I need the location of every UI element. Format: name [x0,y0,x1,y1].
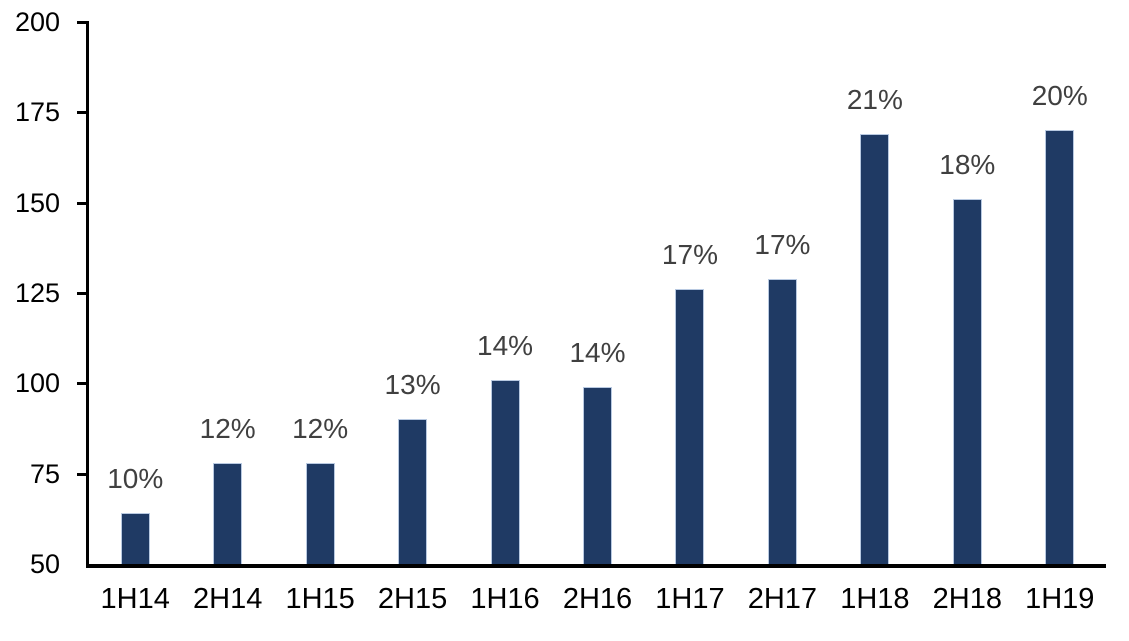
x-tick-label: 2H14 [193,583,263,615]
bar [583,386,612,564]
x-tick-label: 1H18 [840,583,910,615]
bar-value-label: 10% [107,463,164,495]
bar-value-label: 20% [1031,80,1088,112]
x-tick-label: 1H17 [655,583,725,615]
x-tick-label: 1H15 [285,583,355,615]
y-tick-label: 100 [14,368,60,399]
bar [213,462,243,564]
x-tick-label: 2H18 [932,583,1002,615]
bar-value-label: 14% [569,336,626,368]
bar-value-label: 12% [199,412,256,444]
bar-value-label: 12% [292,412,349,444]
bar [952,199,982,564]
y-tick-label: 150 [14,187,60,218]
bar-value-label: 13% [384,369,441,401]
bar [675,289,705,564]
y-tick-mark [77,111,89,115]
y-tick-label: 75 [29,458,60,489]
x-axis-line [86,564,1106,568]
bar [120,513,150,564]
bar [860,134,890,564]
bar-value-label: 17% [754,228,811,260]
y-tick-mark [77,382,89,386]
bar [490,379,520,564]
bar-value-label: 21% [846,84,903,116]
x-tick-label: 2H16 [562,583,633,615]
y-tick-mark [77,201,89,205]
y-tick-label: 175 [14,97,60,128]
x-tick-label: 1H19 [1025,583,1095,615]
bar [398,419,428,564]
y-tick-label: 200 [14,7,60,37]
bar-value-label: 14% [477,329,534,361]
bar-value-label: 18% [939,149,996,181]
x-tick-label: 1H14 [100,583,170,615]
bar [1045,130,1075,564]
y-tick-mark [77,472,89,476]
y-tick-label: 125 [14,278,60,308]
x-tick-label: 2H17 [747,583,818,615]
y-tick-label: 50 [29,549,60,579]
y-axis-line [86,22,89,568]
bar [305,462,335,564]
bar-value-label: 17% [661,239,718,271]
bar [767,278,797,564]
x-tick-label: 2H15 [377,583,448,615]
y-tick-mark [77,292,89,295]
y-tick-mark [77,21,89,24]
x-tick-label: 1H16 [470,583,540,615]
